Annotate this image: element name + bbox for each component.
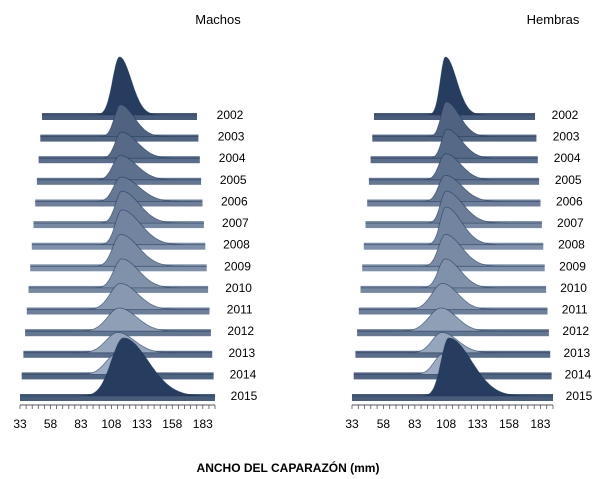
panel-title: Machos <box>195 12 241 27</box>
x-tick-label: 83 <box>408 417 422 431</box>
series-area-2013 <box>23 332 213 354</box>
x-tick-label: 33 <box>13 417 27 431</box>
series-area-2008 <box>31 209 206 246</box>
x-tick-label: 158 <box>162 417 182 431</box>
series-area-2010 <box>360 258 547 289</box>
x-tick-label: 83 <box>74 417 88 431</box>
series-label-2002: 2002 <box>217 108 244 122</box>
series-area-2009 <box>362 233 545 267</box>
series-floor-2015 <box>352 394 553 401</box>
series-area-2015 <box>20 337 216 397</box>
series-label-2006: 2006 <box>556 195 583 209</box>
series-label-2013: 2013 <box>563 346 590 360</box>
series-label-2015: 2015 <box>566 389 593 403</box>
series-area-2015 <box>352 337 553 397</box>
x-tick-label: 158 <box>499 417 519 431</box>
series-label-2004: 2004 <box>219 151 246 165</box>
x-tick-label: 58 <box>44 417 58 431</box>
series-label-2003: 2003 <box>218 130 245 144</box>
series-area-2011 <box>358 282 548 310</box>
series-label-2009: 2009 <box>559 259 586 273</box>
series-floor-2012 <box>357 329 549 337</box>
x-tick-label: 108 <box>436 417 456 431</box>
chart-panels: Machos 2002 2003 2004 2005 2006 2007 2008 2009 20… <box>13 12 592 431</box>
series-area-2003 <box>372 101 537 137</box>
series-area-2007 <box>365 190 542 224</box>
panel-hembras: Hembras 2002 2003 2004 2005 2006 2007 2008 2009 2… <box>345 12 592 431</box>
series-label-2011: 2011 <box>227 303 253 317</box>
panel-machos: Machos 2002 2003 2004 2005 2006 2007 2008 2009 20… <box>13 12 257 431</box>
series-label-2002: 2002 <box>552 108 579 122</box>
series-area-2004 <box>370 128 538 159</box>
series-area-2007 <box>33 190 204 224</box>
series-area-2006 <box>367 175 541 202</box>
series-area-2010 <box>28 258 209 289</box>
series-label-2011: 2011 <box>562 303 588 317</box>
x-tick-label: 58 <box>377 417 391 431</box>
series-label-2012: 2012 <box>227 324 254 338</box>
series-label-2010: 2010 <box>225 281 252 295</box>
series-label-2014: 2014 <box>230 367 257 381</box>
series-area-2006 <box>35 176 203 202</box>
series-area-2008 <box>363 206 544 246</box>
series-label-2006: 2006 <box>221 195 248 209</box>
series-area-2012 <box>357 307 549 332</box>
series-area-2012 <box>25 307 211 332</box>
series-area-2005 <box>36 155 202 181</box>
series-label-2015: 2015 <box>231 389 258 403</box>
series-floor-2015 <box>20 394 215 401</box>
series-area-2002 <box>374 56 535 116</box>
x-axis-title: ANCHO DEL CAPARAZÓN (mm) <box>197 460 380 475</box>
series-label-2007: 2007 <box>222 216 249 230</box>
series-label-2010: 2010 <box>560 281 587 295</box>
series-label-2012: 2012 <box>562 324 589 338</box>
series-area-2003 <box>40 104 199 137</box>
x-tick-label: 183 <box>193 417 213 431</box>
series-label-2008: 2008 <box>223 238 250 252</box>
series-label-2003: 2003 <box>553 130 580 144</box>
series-label-2004: 2004 <box>554 151 581 165</box>
series-floor-2011 <box>358 307 548 315</box>
series-area-2009 <box>30 233 207 267</box>
x-tick-label: 133 <box>132 417 152 431</box>
series-area-2002 <box>42 56 197 116</box>
series-label-2005: 2005 <box>220 173 247 187</box>
series-area-2011 <box>26 282 210 310</box>
x-tick-label: 108 <box>101 417 121 431</box>
series-label-2005: 2005 <box>555 173 582 187</box>
series-label-2007: 2007 <box>557 216 584 230</box>
panel-title: Hembras <box>527 12 580 27</box>
x-tick-label: 33 <box>345 417 359 431</box>
series-area-2005 <box>368 153 540 181</box>
x-tick-label: 183 <box>530 417 550 431</box>
series-area-2004 <box>38 131 200 159</box>
series-label-2008: 2008 <box>558 238 585 252</box>
series-label-2013: 2013 <box>228 346 255 360</box>
series-label-2014: 2014 <box>565 367 592 381</box>
series-label-2009: 2009 <box>224 259 251 273</box>
x-tick-label: 133 <box>468 417 488 431</box>
